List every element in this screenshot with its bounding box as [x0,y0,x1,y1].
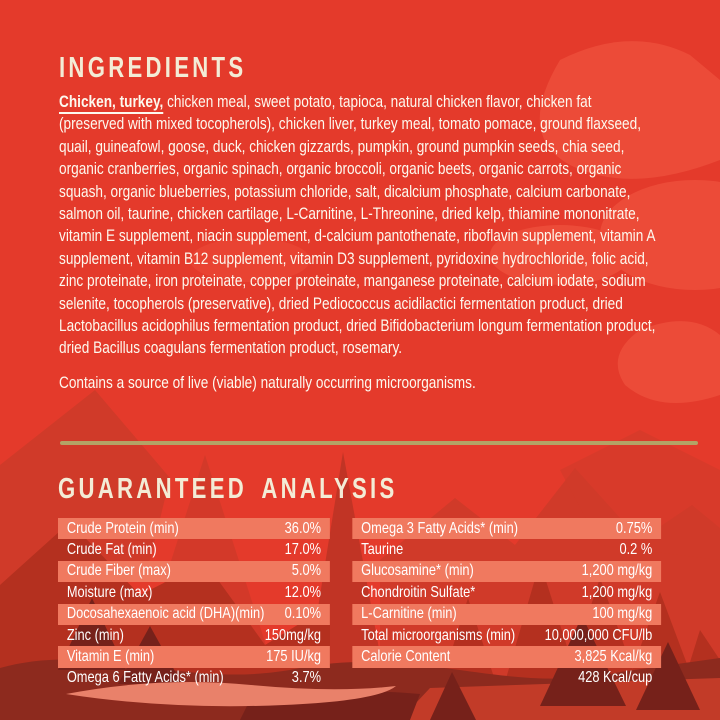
analysis-row-label: Total microorganisms (min) [361,626,516,644]
analysis-row-label: Vitamin E (min) [66,648,155,666]
ingredients-lead: Chicken, turkey, [59,92,164,114]
analysis-row-label: Zinc (min) [66,626,124,644]
analysis-right-column: Omega 3 Fatty Acids* (min) 0.75% Taurine 0.… [352,518,662,689]
analysis-row-label: Docosahexaenoic acid (DHA)(min) [66,605,265,623]
analysis-row-value: 3,825 Kcal/kg [574,648,653,666]
ingredients-section: Chicken, turkey, chicken meal, sweet pot… [59,91,659,394]
analysis-row-label: Omega 6 Fatty Acids* (min) [66,669,224,687]
guaranteed-analysis-table: Crude Protein (min) 36.0% Crude Fat (min) 1… [58,518,662,689]
analysis-row-value: 0.2 % [619,541,653,559]
analysis-row-label: Omega 3 Fatty Acids* (min) [361,519,519,537]
analysis-row-label: Crude Fiber (max) [66,562,171,580]
analysis-row-value: 428 Kcal/cup [578,669,653,687]
analysis-row-label: Calorie Content [361,648,451,666]
ingredients-body-text: chicken meal, sweet potato, tapioca, nat… [59,92,656,358]
analysis-row: Glucosamine* (min) 1,200 mg/kg [352,560,662,583]
analysis-row: Crude Fiber (max) 5.0% [58,560,330,583]
analysis-row-label: Crude Protein (min) [66,519,179,537]
analysis-row: L-Carnitine (min) 100 mg/kg [352,603,662,625]
analysis-row-value: 1,200 mg/kg [581,583,653,601]
analysis-row-value: 12.0% [284,583,322,601]
analysis-row-label: Crude Fat (min) [66,541,157,559]
analysis-row: Zinc (min) 150mg/kg [58,625,330,646]
analysis-row-label: Moisture (max) [66,583,153,601]
analysis-left-column: Crude Protein (min) 36.0% Crude Fat (min) 1… [58,518,330,689]
analysis-row-label: Chondroitin Sulfate* [361,583,476,601]
analysis-row: Omega 6 Fatty Acids* (min) 3.7% [58,668,330,689]
analysis-row-value: 0.75% [615,519,653,537]
analysis-row: Total microorganisms (min) 10,000,000 CFU… [352,625,661,646]
analysis-row: Omega 3 Fatty Acids* (min) 0.75% [352,518,662,540]
analysis-row: Chondroitin Sulfate* 1,200 mg/kg [352,582,661,603]
analysis-row-value: 175 IU/kg [266,648,322,666]
analysis-row-value: 150mg/kg [264,626,322,644]
analysis-row-value: 36.0% [284,519,322,537]
analysis-row-value: 3.7% [291,669,322,687]
analysis-row-label: Taurine [361,541,404,559]
analysis-row-value: 10,000,000 CFU/lb [544,626,653,644]
analysis-row-value: 5.0% [291,562,322,580]
analysis-row: Vitamin E (min) 175 IU/kg [58,646,330,668]
analysis-row-value: 1,200 mg/kg [581,562,653,580]
analysis-row: Moisture (max) 12.0% [58,582,330,603]
analysis-row: Calorie Content 3,825 Kcal/kg [352,646,662,668]
analysis-row: Crude Fat (min) 17.0% [58,539,330,560]
analysis-row: Docosahexaenoic acid (DHA)(min) 0.10% [58,603,330,625]
analysis-row-value: 0.10% [284,605,322,623]
ingredients-title: INGREDIENTS [59,52,247,84]
gold-divider-rule [60,441,698,445]
analysis-row-value: 17.0% [284,541,322,559]
analysis-row: Taurine 0.2 % [352,539,661,560]
ingredients-paragraph: Chicken, turkey, chicken meal, sweet pot… [59,91,659,360]
analysis-row: Crude Protein (min) 36.0% [58,518,330,540]
analysis-row-label: Glucosamine* (min) [361,562,474,580]
analysis-row-label: L-Carnitine (min) [361,605,457,623]
analysis-row: 428 Kcal/cup [352,668,661,689]
ingredients-note: Contains a source of live (viable) natur… [59,372,476,392]
guaranteed-analysis-title: GUARANTEED ANALYSIS [58,473,398,505]
analysis-row-value: 100 mg/kg [592,605,653,623]
